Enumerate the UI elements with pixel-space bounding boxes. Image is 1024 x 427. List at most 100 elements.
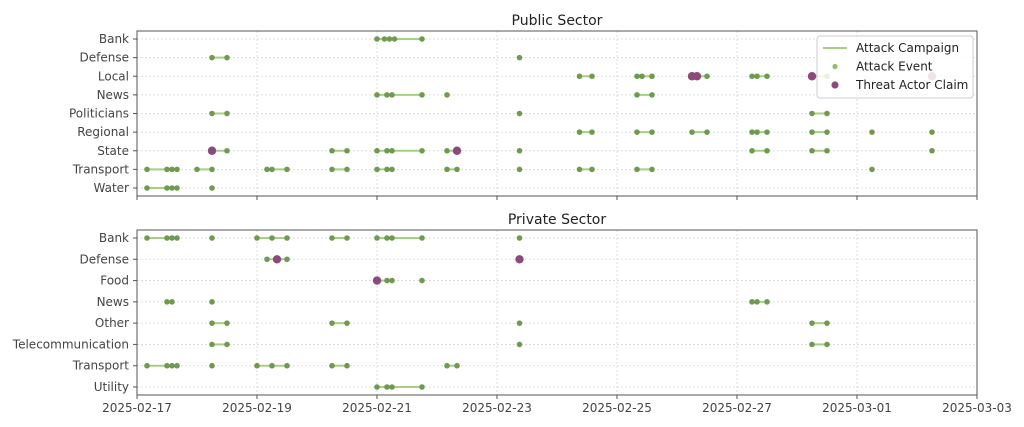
attack-event-point	[209, 235, 215, 241]
threat-actor-claim-point	[372, 276, 382, 285]
threat-actor-claim-point	[515, 255, 524, 264]
attack-event-point	[254, 235, 260, 241]
threat-actor-claim-point	[452, 146, 462, 155]
attack-event-point	[764, 147, 770, 154]
attack-event-point	[824, 320, 830, 326]
attack-event-point	[169, 362, 175, 369]
legend-box	[816, 35, 974, 99]
y-tick-label: State	[97, 144, 129, 158]
attack-event-point	[389, 92, 395, 98]
attack-event-point	[516, 147, 523, 154]
attack-event-point	[344, 320, 350, 326]
attack-event-point	[374, 384, 380, 390]
attack-event-point	[824, 147, 830, 154]
attack-event-point	[419, 36, 425, 42]
threat-actor-claim-point	[692, 72, 702, 81]
attack-event-point	[209, 341, 215, 348]
attack-event-point	[824, 110, 830, 117]
attack-event-point	[589, 129, 595, 135]
attack-event-point	[284, 362, 290, 369]
legend-label: Attack Campaign	[856, 41, 959, 55]
attack-event-point	[389, 277, 395, 284]
attack-event-point	[224, 341, 230, 348]
attack-event-point	[209, 320, 215, 326]
attack-event-point	[809, 129, 815, 135]
attack-event-point	[169, 235, 175, 241]
attack-event-point	[809, 341, 815, 348]
attack-event-point	[164, 362, 170, 369]
attack-event-point	[516, 235, 523, 241]
x-tick-label: 2025-02-21	[342, 401, 412, 415]
attack-event-point	[454, 362, 460, 369]
attack-event-point	[649, 92, 655, 98]
y-tick-label: News	[97, 88, 129, 102]
attack-event-point	[516, 341, 523, 348]
legend-label: Threat Actor Claim	[855, 78, 968, 92]
attack-event-point	[344, 166, 350, 173]
attack-event-point	[576, 166, 583, 173]
y-tick-label: Telecommunication	[12, 337, 129, 351]
x-tick-label: 2025-03-03	[942, 401, 1012, 415]
attack-event-point	[454, 166, 460, 173]
attack-event-point	[589, 166, 595, 173]
attack-event-point	[384, 147, 390, 154]
legend: Attack Campaign Attack Event Threat Actor …	[816, 35, 974, 99]
legend-label: Attack Event	[856, 60, 933, 74]
y-tick-label: Local	[98, 69, 129, 83]
y-tick-label: Transport	[72, 162, 130, 176]
attack-event-point	[164, 235, 170, 241]
attack-event-point	[389, 147, 395, 154]
attack-event-point	[649, 73, 655, 80]
attack-event-point	[374, 147, 380, 154]
attack-event-point	[929, 147, 935, 154]
attack-event-point	[344, 362, 350, 369]
legend-claim-swatch	[831, 81, 839, 89]
attack-event-point	[284, 235, 290, 241]
attack-event-point	[144, 235, 150, 241]
panel-0: Public Sector Bank Defense Local News Politic…	[69, 13, 978, 200]
attack-event-point	[704, 73, 710, 80]
attack-event-point	[209, 185, 215, 191]
attack-event-point	[444, 166, 450, 173]
attack-event-point	[576, 129, 583, 135]
x-tick-label: 2025-02-23	[462, 401, 532, 415]
attack-event-point	[384, 277, 390, 284]
attack-event-point	[284, 256, 290, 263]
attack-event-point	[264, 166, 270, 173]
attack-event-point	[589, 73, 595, 80]
attack-event-point	[764, 129, 770, 135]
x-tick-label: 2025-02-17	[102, 401, 172, 415]
attack-event-point	[391, 36, 398, 42]
plot-frame	[136, 30, 978, 197]
attack-event-point	[444, 147, 450, 154]
attack-event-point	[381, 36, 388, 42]
x-tick-label: 2025-02-19	[222, 401, 292, 415]
attack-event-point	[164, 299, 170, 305]
attack-event-point	[384, 92, 390, 98]
attack-event-point	[749, 129, 755, 135]
attack-event-point	[389, 384, 395, 390]
attack-event-point	[329, 320, 335, 326]
attack-event-point	[386, 36, 393, 42]
attack-event-point	[704, 129, 710, 135]
attack-event-point	[754, 73, 760, 80]
attack-event-point	[649, 166, 655, 173]
panel-title: Private Sector	[508, 212, 607, 228]
threat-actor-claim-point	[272, 255, 282, 264]
attack-event-point	[374, 92, 380, 98]
y-tick-label: Defense	[80, 252, 129, 266]
attack-event-point	[869, 166, 875, 173]
panel-1: Private Sector 2025-02-17 2025-02-19 2025-0…	[12, 212, 1012, 415]
y-tick-label: Bank	[99, 32, 129, 46]
y-tick-label: Politicians	[69, 107, 129, 121]
attack-event-point	[809, 110, 815, 117]
attack-event-point	[209, 110, 215, 117]
attack-event-point	[284, 166, 290, 173]
attack-event-point	[764, 299, 770, 305]
attack-event-point	[224, 147, 230, 154]
attack-event-point	[809, 147, 815, 154]
attack-event-point	[164, 166, 170, 173]
attack-event-point	[209, 54, 215, 61]
attack-event-point	[516, 166, 523, 173]
